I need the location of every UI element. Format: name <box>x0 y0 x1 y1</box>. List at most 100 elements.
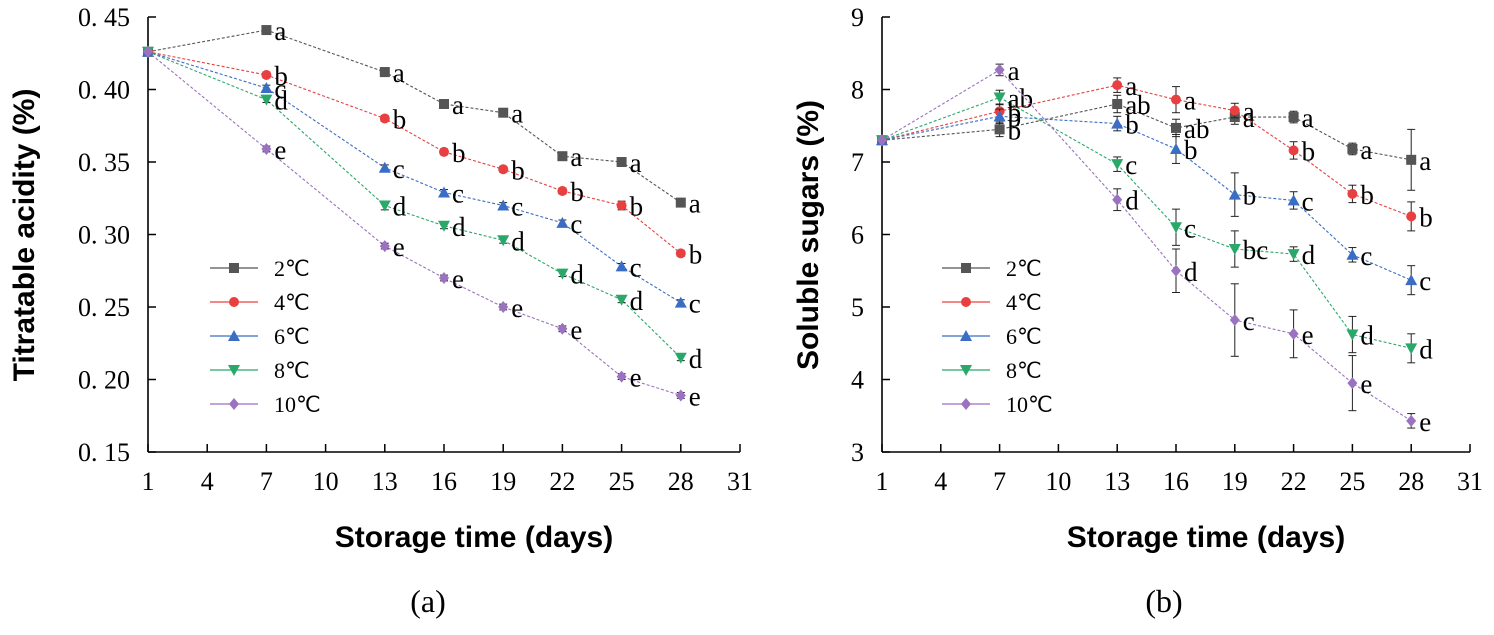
data-point <box>1112 193 1123 206</box>
data-point <box>616 157 627 167</box>
significance-letter: c <box>689 289 701 319</box>
x-tick-label: 31 <box>727 467 753 496</box>
significance-letter: b <box>1360 180 1374 210</box>
series-line <box>147 51 681 396</box>
significance-letter: b <box>570 177 584 207</box>
x-tick-label: 10 <box>1045 467 1071 496</box>
data-point <box>261 70 272 80</box>
significance-letter: b <box>393 105 407 135</box>
significance-letter: a <box>1419 146 1431 176</box>
x-axis-title: Storage time (days) <box>1067 521 1345 554</box>
significance-letter: c <box>630 252 642 282</box>
significance-letter: b <box>689 239 703 269</box>
significance-letter: a <box>570 142 582 172</box>
significance-letter: d <box>1184 257 1198 287</box>
x-tick-label: 19 <box>490 467 516 496</box>
legend-marker <box>229 297 239 307</box>
x-tick-label: 7 <box>993 467 1006 496</box>
x-tick-label: 22 <box>549 467 575 496</box>
legend-marker <box>228 365 240 376</box>
data-point <box>439 272 449 284</box>
data-point <box>1287 194 1300 206</box>
series-line <box>881 84 1412 217</box>
significance-letter: b <box>1419 202 1433 232</box>
data-point <box>557 186 568 196</box>
x-tick-label: 1 <box>142 467 155 496</box>
significance-letter: c <box>1302 186 1314 216</box>
data-point <box>260 94 273 106</box>
series-line <box>881 69 1412 422</box>
significance-letter: e <box>689 381 701 411</box>
data-point <box>1288 145 1299 156</box>
series-3: d d d d d d d <box>142 46 703 374</box>
series-line <box>881 115 1412 281</box>
legend: 2℃ 4℃ 6℃ 8℃ 10℃ <box>210 256 321 417</box>
significance-letter: d <box>511 226 525 256</box>
data-point <box>379 240 390 253</box>
data-point <box>1229 314 1240 327</box>
series-line <box>147 51 682 359</box>
data-point <box>1171 94 1181 105</box>
y-tick-label: 5 <box>851 293 864 322</box>
data-point <box>498 301 509 313</box>
legend-marker <box>961 398 971 410</box>
data-point <box>1288 327 1299 340</box>
significance-letter: bc <box>1243 235 1269 265</box>
panel-label: (b) <box>1145 583 1182 619</box>
data-point <box>1347 377 1358 390</box>
legend-marker <box>229 398 239 410</box>
significance-letter: e <box>1302 320 1314 350</box>
data-point <box>378 161 391 173</box>
y-axis-title: Titratable acidity (%) <box>8 89 41 382</box>
series-2: c c c c c c c <box>142 45 701 319</box>
y-tick-label: 6 <box>851 221 864 250</box>
significance-letter: e <box>452 264 464 294</box>
data-point <box>1170 222 1182 234</box>
legend-label: 6℃ <box>1006 324 1042 349</box>
data-point <box>675 389 686 402</box>
significance-letter: e <box>511 293 523 323</box>
x-tick-label: 10 <box>313 467 339 496</box>
data-point <box>1170 142 1182 154</box>
data-point <box>556 268 569 280</box>
x-tick-label: 13 <box>372 467 398 496</box>
data-point <box>1347 143 1358 154</box>
significance-letter: a <box>452 90 464 120</box>
data-point <box>379 67 390 78</box>
legend-label: 10℃ <box>274 392 321 417</box>
data-point <box>557 151 568 162</box>
data-point <box>675 197 686 208</box>
data-point <box>877 134 887 147</box>
data-point <box>1406 211 1417 222</box>
data-point <box>993 110 1006 122</box>
significance-letter: c <box>452 178 464 208</box>
significance-letter: c <box>393 154 405 184</box>
data-point <box>674 352 687 364</box>
y-tick-label: 9 <box>851 3 864 32</box>
x-axis-title: Storage time (days) <box>335 521 613 554</box>
panel-label: (a) <box>410 583 446 619</box>
y-tick-label: 4 <box>851 366 864 395</box>
x-tick-label: 4 <box>201 467 214 496</box>
data-point <box>1347 188 1358 199</box>
series-line <box>881 103 1412 161</box>
data-point <box>616 200 627 211</box>
significance-letter: b <box>452 138 466 168</box>
x-tick-label: 28 <box>668 467 694 496</box>
y-tick-label: 0. 30 <box>78 221 130 250</box>
x-tick-label: 22 <box>1281 467 1307 496</box>
data-point <box>1228 244 1241 255</box>
series-line <box>881 96 1412 349</box>
data-point <box>1229 105 1240 116</box>
significance-letter: d <box>1125 186 1139 216</box>
x-tick-label: 16 <box>431 467 457 496</box>
data-point <box>1405 343 1418 355</box>
legend-label: 4℃ <box>274 290 310 315</box>
data-point <box>1406 414 1417 427</box>
series-0: a a a a a a a <box>143 16 701 219</box>
significance-letter: c <box>1184 213 1196 243</box>
series-line <box>147 29 682 204</box>
x-tick-label: 28 <box>1398 467 1424 496</box>
